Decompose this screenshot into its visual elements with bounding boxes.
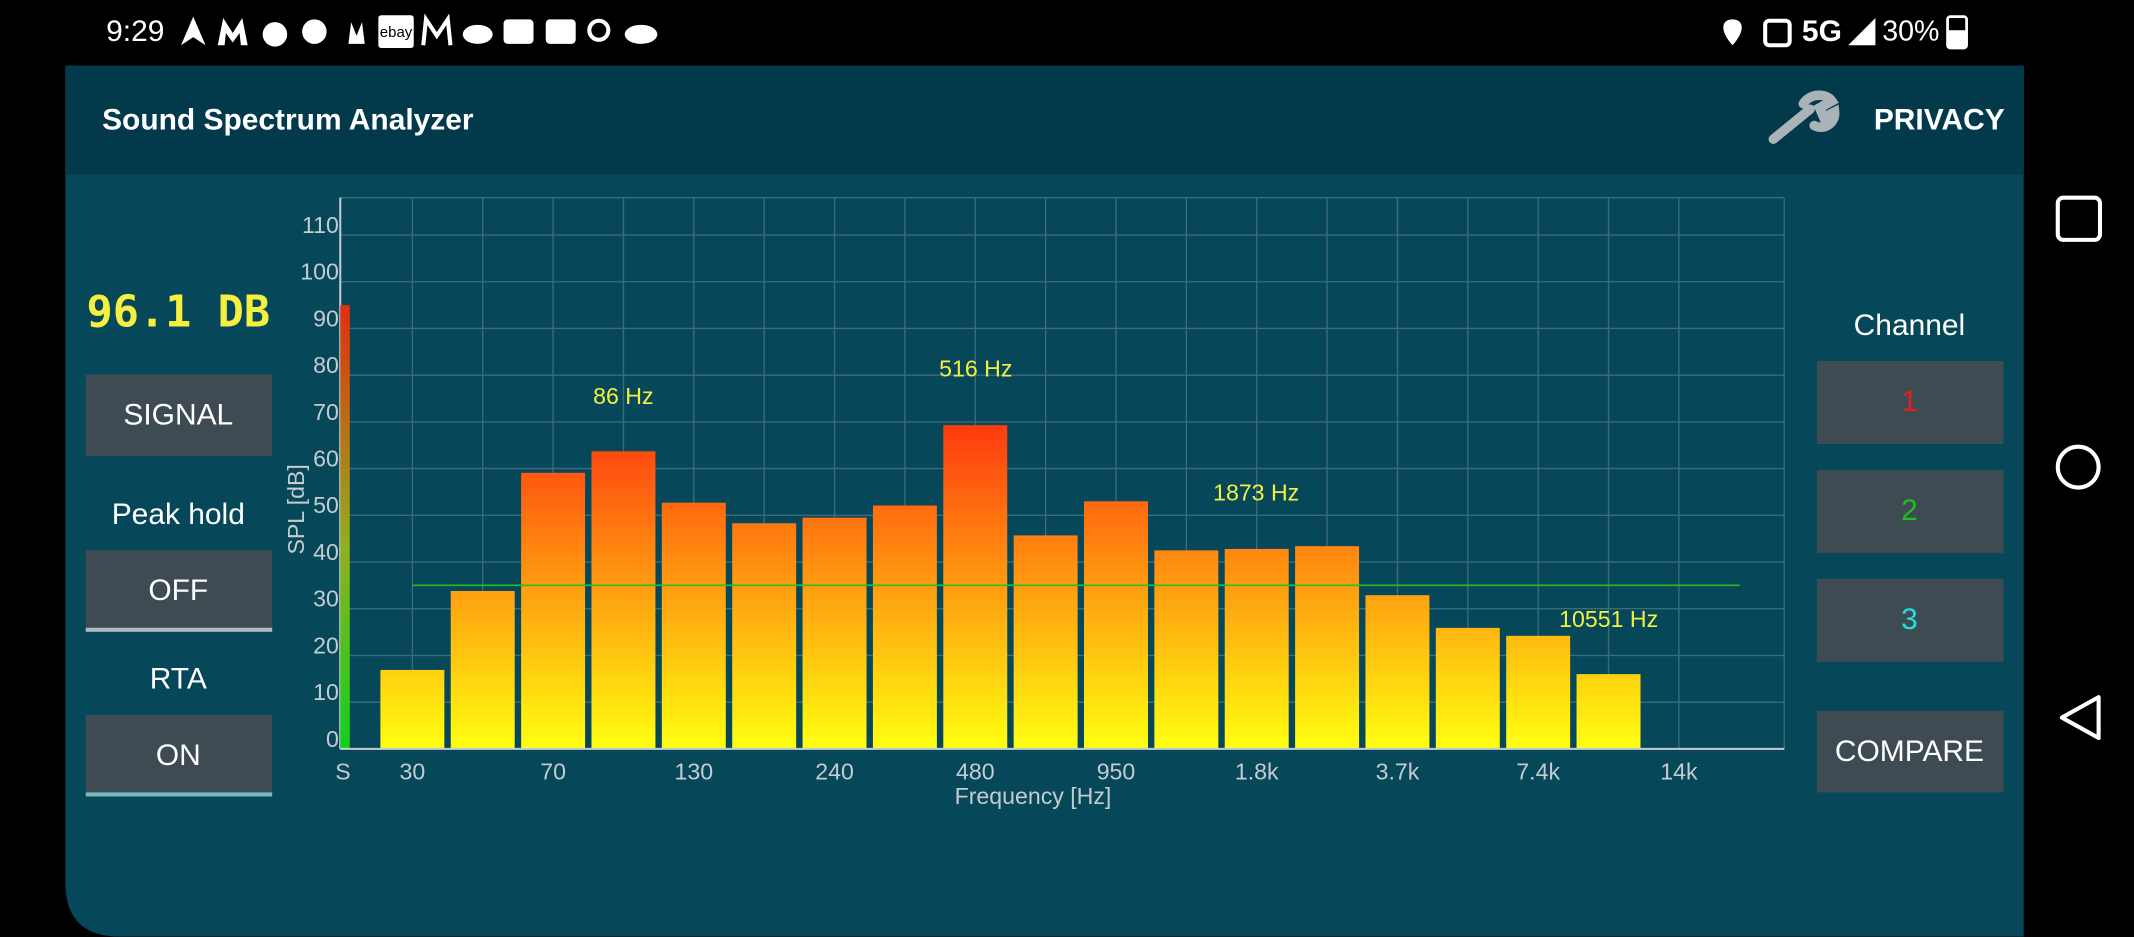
x-tick-label: 14k: [1660, 758, 1698, 784]
x-tick-label: 240: [815, 758, 854, 784]
signal-button-label: SIGNAL: [123, 399, 233, 432]
channel-button-label: 3: [1901, 603, 1918, 636]
x-tick-label: 130: [675, 758, 714, 784]
bar: [732, 523, 797, 749]
bar: [802, 517, 867, 749]
button-underline: [85, 792, 273, 797]
bar: [450, 590, 515, 749]
y-tick-label: 70: [313, 399, 339, 425]
privacy-button[interactable]: PRIVACY: [1874, 103, 2005, 136]
bar: [661, 502, 726, 749]
y-tick-label: 40: [313, 539, 339, 565]
peak-label: 516 Hz: [939, 356, 1012, 382]
bar: [1013, 535, 1078, 749]
x-tick-label: 480: [956, 758, 995, 784]
y-tick-label: 80: [313, 352, 339, 378]
x-tick-label: 1.8k: [1235, 758, 1279, 784]
rta-button-label: ON: [156, 739, 201, 772]
spectrum-chart: SPL [dB] Frequency [Hz] 0 10 20 30 40 50 60 70 8…: [283, 196, 1785, 809]
bar: [591, 451, 656, 749]
peak-label: 10551 Hz: [1559, 606, 1658, 632]
bar: [1506, 635, 1571, 749]
app-title: Sound Spectrum Analyzer: [102, 103, 474, 136]
home-button[interactable]: [2055, 444, 2101, 490]
peak-hold-button[interactable]: [85, 550, 273, 630]
bar: [1435, 627, 1500, 749]
peak-hold-button-label: OFF: [148, 574, 208, 607]
y-tick-label: 30: [313, 586, 339, 612]
channel-button[interactable]: [1816, 469, 2004, 553]
bar: [1576, 674, 1641, 749]
channel-label: Channel: [1854, 309, 1966, 342]
x-tick-label: 30: [400, 758, 426, 784]
battery: 30%: [1882, 16, 1939, 48]
channel-button[interactable]: [1816, 578, 2004, 662]
y-tick-label: 50: [313, 492, 339, 518]
bar: [1084, 501, 1148, 749]
recents-button[interactable]: [2055, 195, 2103, 242]
channel-button-label: 1: [1901, 385, 1918, 418]
y-tick-label: 60: [313, 446, 339, 472]
x-tick-label: 950: [1097, 758, 1136, 784]
compare-button[interactable]: [1816, 710, 2004, 793]
x-tick-label: 7.4k: [1516, 758, 1560, 784]
app-bar: [65, 65, 2024, 175]
peak-label: 1873 Hz: [1213, 479, 1299, 505]
x-tick-label: 3.7k: [1376, 758, 1420, 784]
channel-button-label: 2: [1901, 494, 1918, 527]
bar: [872, 505, 937, 749]
signal-bar: [340, 305, 350, 749]
x-tick-label: 70: [540, 758, 566, 784]
ebay-icon: ebay: [380, 24, 413, 41]
signal-tick-label: S: [335, 758, 350, 784]
bar: [1365, 595, 1430, 749]
bar: [1295, 546, 1360, 749]
nav-bar: [2055, 195, 2103, 741]
peak-label: 86 Hz: [593, 383, 653, 409]
button-underline: [85, 627, 273, 632]
y-tick-label: 100: [300, 259, 339, 285]
settings-button[interactable]: [1768, 90, 1840, 144]
y-tick-label: 110: [302, 212, 339, 238]
peak-hold-label: Peak hold: [112, 498, 245, 531]
y-tick-label: 10: [313, 679, 339, 705]
channel-button[interactable]: [1816, 360, 2004, 445]
back-button[interactable]: [2059, 695, 2101, 741]
rta-label: RTA: [150, 663, 207, 696]
x-axis-label: Frequency [Hz]: [955, 783, 1112, 809]
y-tick-label: 0: [326, 726, 339, 752]
y-axis-label: SPL [dB]: [283, 464, 309, 554]
bar: [521, 472, 586, 749]
y-tick-label: 20: [313, 632, 339, 658]
level-display: 96.1 DB: [87, 288, 271, 338]
notification-icons: [181, 13, 1968, 50]
channel-buttons: 1 2 3: [1816, 360, 2004, 662]
compare-button-label: COMPARE: [1835, 735, 1984, 768]
network: 5G: [1802, 15, 1842, 48]
bar: [943, 425, 1008, 749]
status-time: 9:29: [106, 15, 164, 48]
signal-button[interactable]: [85, 374, 273, 457]
bar: [380, 669, 445, 749]
y-tick-label: 90: [313, 305, 339, 331]
bar: [1224, 548, 1289, 749]
rta-button[interactable]: [85, 714, 273, 794]
bar: [1154, 550, 1219, 749]
